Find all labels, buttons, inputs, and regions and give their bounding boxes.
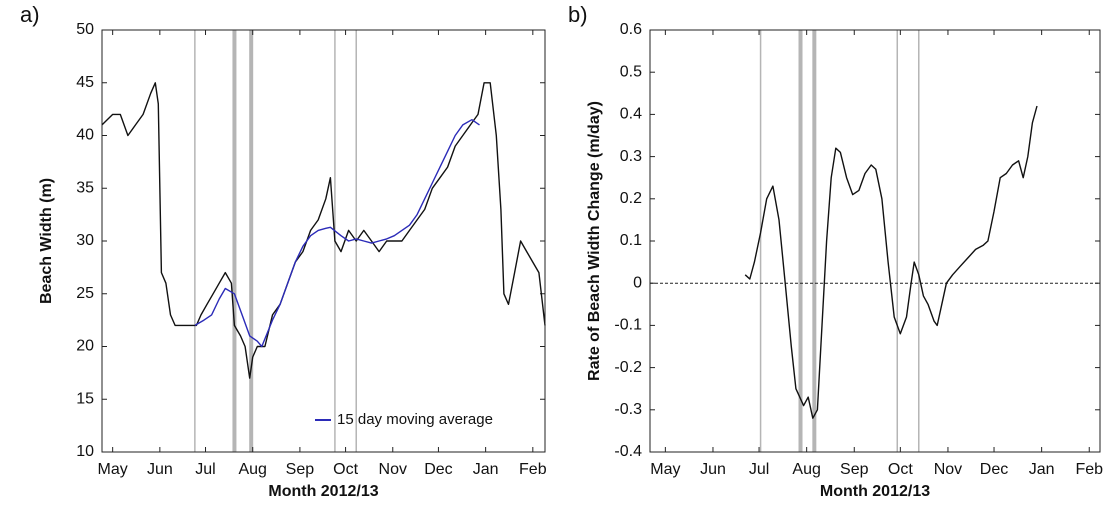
y-tick-label: 40 — [76, 127, 94, 144]
y-tick-label: 50 — [76, 21, 94, 38]
y-tick-label: -0.1 — [614, 317, 642, 334]
x-tick-label: Jan — [1029, 461, 1055, 478]
x-tick-label: Sep — [840, 461, 869, 478]
x-tick-label: Dec — [424, 461, 452, 478]
x-tick-label: Jun — [700, 461, 726, 478]
y-tick-label: -0.2 — [614, 359, 642, 376]
x-tick-label: Nov — [934, 461, 962, 478]
plot-frame — [101, 29, 546, 453]
x-tick-label: May — [98, 461, 128, 478]
plot-frame — [649, 29, 1101, 453]
y-axis-title: Rate of Beach Width Change (m/day) — [586, 101, 603, 381]
x-tick-label: Oct — [888, 461, 913, 478]
series-line — [744, 105, 1038, 419]
y-tick-label: -0.4 — [614, 443, 642, 460]
x-tick-label: Dec — [980, 461, 1008, 478]
x-tick-label: Aug — [792, 461, 820, 478]
x-tick-label: Jun — [147, 461, 173, 478]
x-tick-label: Nov — [379, 461, 407, 478]
panel-label: b) — [568, 2, 588, 27]
y-tick-label: 45 — [76, 74, 94, 91]
y-tick-label: 0.3 — [620, 148, 642, 165]
y-tick-label: 0.5 — [620, 63, 642, 80]
y-tick-label: 25 — [76, 285, 94, 302]
y-tick-label: -0.3 — [614, 401, 642, 418]
y-tick-label: 0 — [633, 274, 642, 291]
panel: b) -0.4 -0.3 -0.2 -0.1 0 0.1 0.2 0.3 0.4 0.5 0.6 May… — [568, 2, 1103, 500]
y-axis-title: Beach Width (m) — [38, 178, 55, 304]
series-line — [194, 119, 480, 348]
x-tick-label: Aug — [238, 461, 266, 478]
x-tick-label: Jul — [749, 461, 769, 478]
panel-label: a) — [20, 2, 40, 27]
y-tick-label: 0.2 — [620, 190, 642, 207]
panel: a) 10 15 20 25 30 35 40 45 50 May Jun Jul Aug Sep Oct No… — [20, 2, 547, 500]
x-tick-label: May — [650, 461, 680, 478]
y-tick-label: 15 — [76, 390, 94, 407]
x-tick-label: Sep — [286, 461, 315, 478]
x-tick-label: Feb — [519, 461, 547, 478]
y-tick-label: 30 — [76, 232, 94, 249]
y-tick-label: 0.1 — [620, 232, 642, 249]
x-axis-title: Month 2012/13 — [268, 483, 378, 500]
x-tick-label: Feb — [1075, 461, 1103, 478]
x-axis-title: Month 2012/13 — [820, 483, 930, 500]
y-tick-label: 0.4 — [620, 106, 642, 123]
y-tick-label: 20 — [76, 338, 94, 355]
y-tick-label: 0.6 — [620, 21, 642, 38]
series-line — [101, 82, 546, 379]
x-tick-label: Oct — [333, 461, 358, 478]
y-tick-label: 35 — [76, 179, 94, 196]
x-tick-label: Jul — [195, 461, 215, 478]
legend-text: 15 day moving average — [337, 411, 493, 428]
y-tick-label: 10 — [76, 443, 94, 460]
x-tick-label: Jan — [473, 461, 499, 478]
